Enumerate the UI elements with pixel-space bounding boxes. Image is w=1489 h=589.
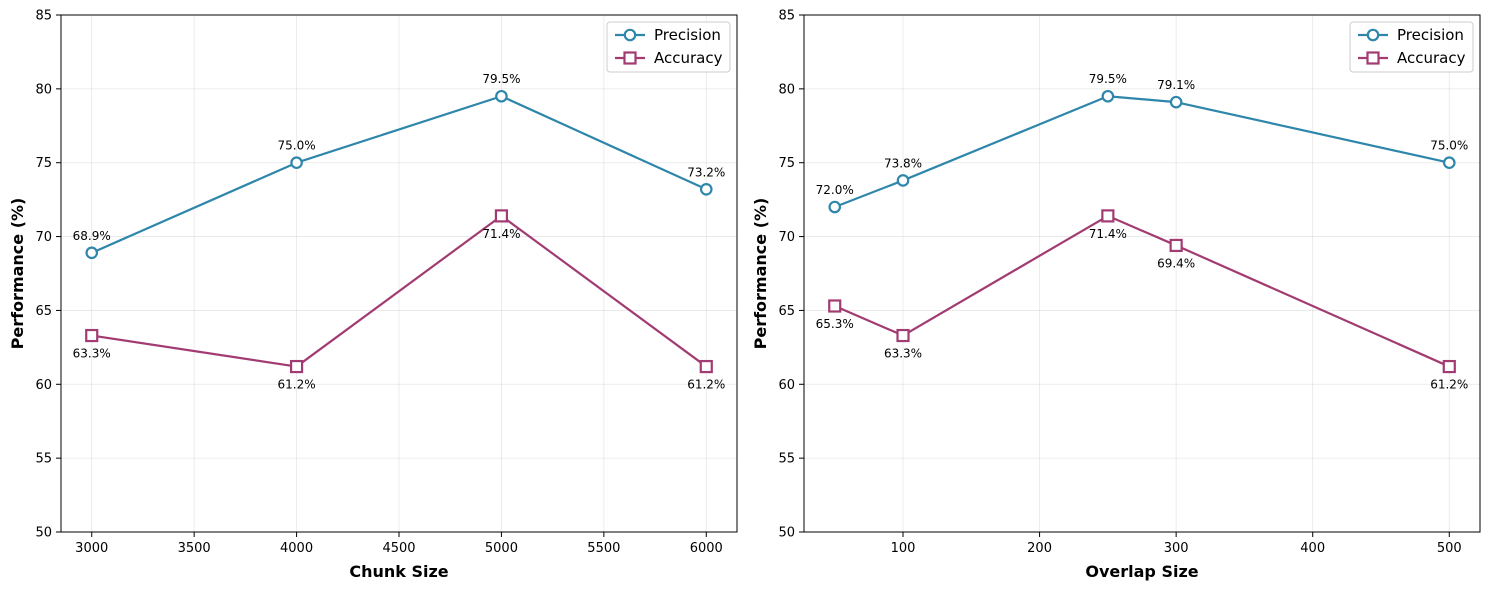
data-label-precision: 79.5% bbox=[482, 72, 520, 86]
y-axis-title: Performance (%) bbox=[751, 198, 770, 350]
legend-marker-accuracy bbox=[623, 51, 637, 65]
data-point-accuracy bbox=[828, 299, 842, 313]
y-tick-label: 75 bbox=[35, 156, 52, 171]
x-tick-label: 4000 bbox=[280, 541, 313, 556]
data-label-precision: 75.0% bbox=[278, 139, 316, 153]
data-label-precision: 79.1% bbox=[1157, 78, 1195, 92]
plot-frame bbox=[803, 14, 1481, 533]
data-point-accuracy bbox=[699, 359, 713, 374]
legend-label-accuracy: Accuracy bbox=[654, 49, 723, 67]
legend-label-precision: Precision bbox=[654, 26, 721, 44]
data-point-accuracy bbox=[1169, 238, 1183, 253]
y-tick-label: 50 bbox=[778, 526, 795, 541]
y-tick-label: 70 bbox=[778, 230, 795, 245]
y-tick-label: 70 bbox=[35, 230, 52, 245]
series-line-accuracy bbox=[90, 214, 708, 368]
data-point-accuracy bbox=[494, 209, 509, 223]
x-tick-label: 6000 bbox=[690, 541, 723, 556]
x-tick-label: 300 bbox=[1164, 541, 1189, 556]
x-tick-label: 4500 bbox=[382, 541, 415, 556]
y-tick-label: 85 bbox=[778, 9, 795, 24]
data-label-accuracy: 61.2% bbox=[278, 378, 316, 392]
series-line-precision bbox=[833, 95, 1451, 209]
y-tick-label: 60 bbox=[778, 378, 795, 393]
legend-marker-accuracy bbox=[1366, 51, 1380, 65]
data-point-accuracy bbox=[896, 328, 910, 343]
data-label-accuracy: 71.4% bbox=[1089, 227, 1127, 241]
data-label-accuracy: 61.2% bbox=[1430, 378, 1468, 392]
data-label-accuracy: 63.3% bbox=[73, 347, 111, 361]
data-label-precision: 75.0% bbox=[1430, 139, 1468, 153]
data-point-precision bbox=[699, 183, 713, 196]
data-point-precision bbox=[85, 246, 99, 260]
y-tick-label: 60 bbox=[35, 378, 52, 393]
y-tick-label: 80 bbox=[778, 82, 795, 97]
x-tick-label: 3500 bbox=[178, 541, 211, 556]
x-tick-label: 500 bbox=[1437, 541, 1462, 556]
y-tick-label: 55 bbox=[35, 452, 52, 467]
legend-label-precision: Precision bbox=[1397, 26, 1464, 44]
chart-panel-overlap: 100 200 300 400 500 50 55 60 65 70 75 80 85 Overlap S… bbox=[751, 9, 1481, 581]
data-label-precision: 73.8% bbox=[884, 156, 922, 170]
data-point-precision bbox=[828, 200, 842, 214]
legend: Precision Accuracy bbox=[606, 21, 731, 73]
legend-label-accuracy: Accuracy bbox=[1397, 49, 1466, 67]
data-point-precision bbox=[1442, 156, 1456, 170]
data-point-precision bbox=[896, 174, 910, 187]
data-label-accuracy: 61.2% bbox=[687, 378, 725, 392]
data-point-accuracy bbox=[1442, 359, 1456, 374]
y-tick-label: 80 bbox=[35, 82, 52, 97]
data-point-precision bbox=[290, 156, 303, 170]
y-tick-label: 65 bbox=[35, 304, 52, 319]
legend-marker-precision bbox=[623, 28, 637, 42]
data-label-accuracy: 65.3% bbox=[816, 317, 854, 331]
data-label-precision: 73.2% bbox=[687, 165, 725, 179]
x-tick-label: 3000 bbox=[75, 541, 108, 556]
series-line-precision bbox=[90, 95, 708, 254]
data-point-accuracy bbox=[1101, 209, 1115, 223]
data-point-precision bbox=[495, 89, 508, 103]
data-point-precision bbox=[1101, 89, 1115, 103]
x-tick-label: 5000 bbox=[485, 541, 518, 556]
y-tick-label: 75 bbox=[778, 156, 795, 171]
y-tick-label: 85 bbox=[35, 9, 52, 24]
legend: Precision Accuracy bbox=[1349, 21, 1474, 73]
x-tick-label: 200 bbox=[1027, 541, 1052, 556]
y-tick-label: 55 bbox=[778, 452, 795, 467]
y-tick-label: 50 bbox=[35, 526, 52, 541]
data-point-precision bbox=[1169, 95, 1183, 109]
x-tick-label: 400 bbox=[1300, 541, 1325, 556]
data-label-precision: 79.5% bbox=[1089, 72, 1127, 86]
data-point-accuracy bbox=[289, 359, 304, 374]
data-label-precision: 72.0% bbox=[816, 183, 854, 197]
data-label-accuracy: 71.4% bbox=[482, 227, 520, 241]
x-axis-title: Chunk Size bbox=[349, 562, 448, 581]
y-tick-label: 65 bbox=[778, 304, 795, 319]
y-axis-title: Performance (%) bbox=[8, 198, 27, 350]
data-label-accuracy: 69.4% bbox=[1157, 256, 1195, 270]
data-point-accuracy bbox=[85, 328, 99, 343]
data-label-accuracy: 63.3% bbox=[884, 347, 922, 361]
x-axis-title: Overlap Size bbox=[1085, 562, 1198, 581]
data-label-precision: 68.9% bbox=[73, 229, 111, 243]
x-tick-label: 100 bbox=[891, 541, 916, 556]
x-tick-label: 5500 bbox=[587, 541, 620, 556]
series-line-accuracy bbox=[833, 214, 1451, 368]
legend-marker-precision bbox=[1366, 28, 1380, 42]
chart-panel-chunk: 3000 3500 4000 4500 5000 5500 6000 50 55 60 65 70 75… bbox=[8, 9, 738, 581]
